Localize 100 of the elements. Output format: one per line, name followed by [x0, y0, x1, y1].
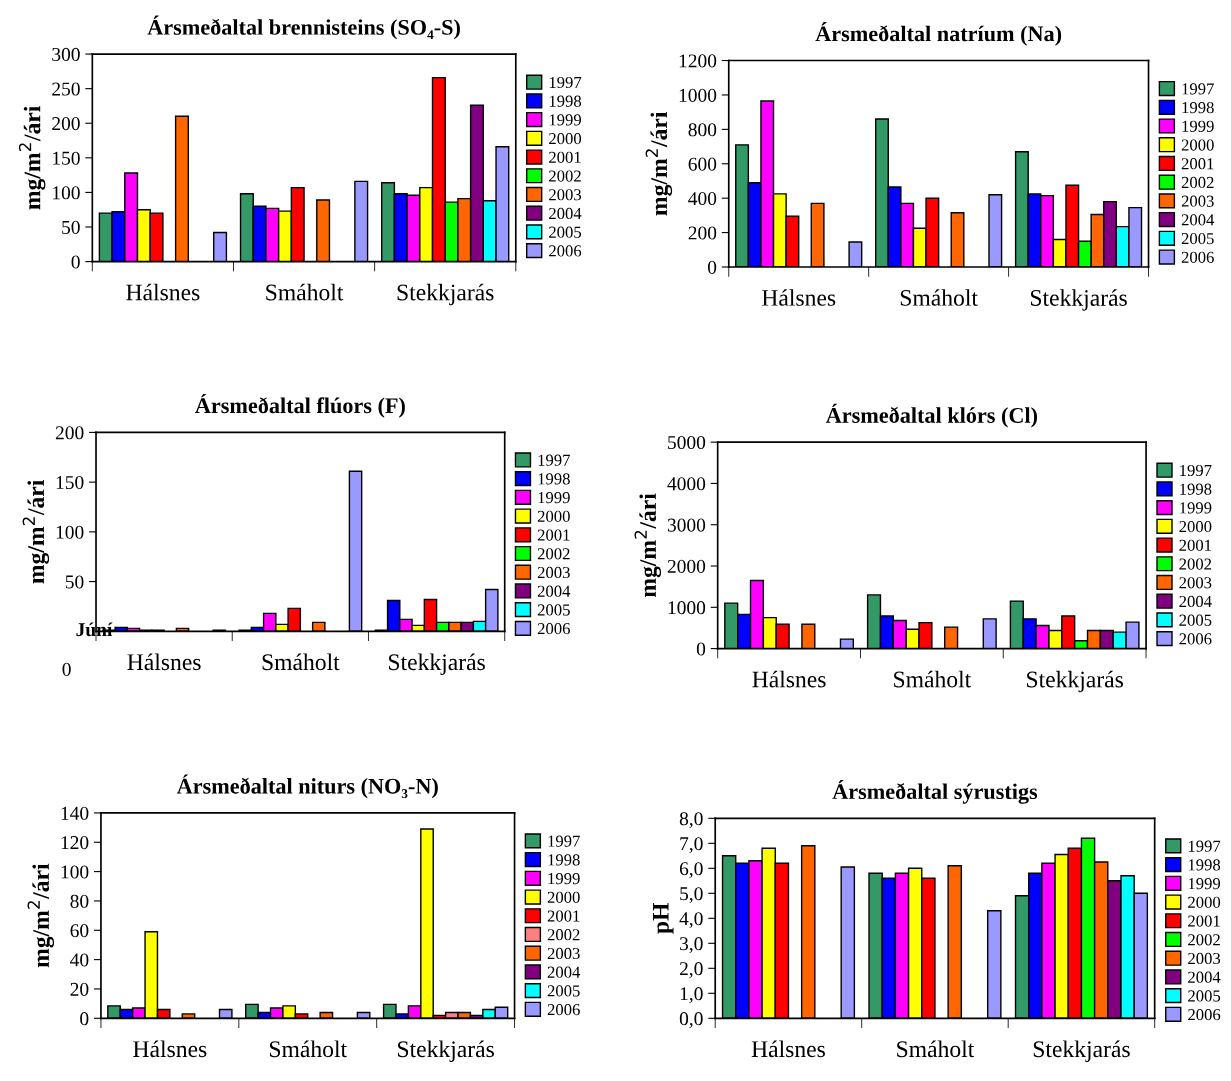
y-axis-title: mg/m$^{2}$/ári — [634, 493, 662, 598]
y-tick-label: 200 — [52, 117, 80, 131]
y-tick-label: 140 — [61, 806, 89, 820]
legend-label: 1998 — [1188, 859, 1221, 871]
y-tick-label: 1000 — [668, 601, 706, 615]
chart-title: Ársmeðaltal flúors (F) — [195, 393, 405, 418]
x-tick-label: Stekkjarás — [389, 653, 485, 675]
y-tick-label: 0 — [80, 1012, 89, 1026]
legend-label: 2001 — [537, 529, 570, 541]
legend-label: 2000 — [1188, 896, 1221, 908]
legend-label: 1997 — [548, 835, 580, 847]
x-tick-label: Stekkjarás — [398, 1040, 494, 1062]
y-tick-label: 100 — [53, 186, 80, 200]
legend-label: 1998 — [1182, 101, 1214, 114]
y-tick-label: 200 — [688, 226, 717, 240]
legend-label: 2005 — [1179, 614, 1212, 626]
legend-label: 1998 — [548, 854, 580, 866]
legend-label: 2004 — [549, 207, 582, 220]
legend-label: 2002 — [1181, 176, 1214, 189]
legend-label: 2006 — [1188, 1009, 1221, 1021]
y-tick-label: 4000 — [667, 477, 706, 491]
y-tick-label: 0,0 — [679, 1012, 703, 1029]
legend-label: 2001 — [1188, 915, 1220, 927]
legend-label: 2002 — [547, 929, 580, 941]
x-tick-label: Hálsnes — [126, 283, 200, 301]
y-tick-label: 40 — [70, 953, 89, 967]
legend-label: 2005 — [537, 604, 570, 616]
y-tick-label: 300 — [52, 47, 80, 61]
legend-label: 2003 — [1181, 195, 1214, 207]
y-tick-label: 150 — [56, 475, 84, 490]
legend-label: 1999 — [1182, 120, 1214, 132]
y-tick-label: 150 — [53, 151, 80, 165]
legend-label: 1999 — [538, 492, 570, 504]
x-tick-label: Stekkjarás — [397, 283, 494, 306]
legend-label: 1998 — [1180, 483, 1212, 495]
x-tick-label: Smáholt — [894, 670, 972, 688]
y-tick-label: 2000 — [667, 559, 706, 573]
legend-label: 2006 — [1181, 251, 1214, 263]
y-tick-label: 0 — [71, 255, 80, 269]
y-tick-label: 60 — [70, 924, 89, 938]
legend-label: 2005 — [549, 226, 582, 238]
y-axis-title: mg/m$^{2}$/ári — [645, 111, 673, 216]
legend-label: 2006 — [537, 623, 570, 635]
legend-label: 2004 — [1179, 595, 1212, 608]
legend-label: 2000 — [1181, 139, 1214, 151]
y-tick-label: 3000 — [667, 518, 706, 532]
legend-label: 1999 — [1180, 502, 1212, 514]
x-tick-label: Hálsnes — [751, 1040, 825, 1058]
legend-label: 1997 — [1180, 464, 1212, 477]
y-axis-title: mg/m$^{2}$/ári — [22, 480, 50, 584]
legend-label: 2001 — [549, 151, 581, 163]
y-tick-label: 8,0 — [679, 812, 703, 829]
legend-label: 2000 — [549, 132, 582, 145]
legend-label: 2002 — [1188, 934, 1220, 946]
legend-label: 2000 — [1179, 520, 1212, 533]
legend-label: 2004 — [1188, 971, 1221, 983]
legend-label: 2001 — [1179, 539, 1212, 551]
y-tick-label: 600 — [688, 157, 717, 171]
legend-label: 2004 — [547, 966, 581, 978]
legend-label: 2001 — [547, 910, 580, 922]
y-tick-label: 120 — [61, 836, 89, 850]
legend-label: 1999 — [549, 114, 582, 126]
legend-label: 2003 — [547, 947, 580, 960]
x-tick-label: Smáholt — [900, 289, 978, 306]
legend-label: 1999 — [548, 873, 580, 885]
x-tick-label: Smáholt — [897, 1040, 975, 1058]
legend-label: 1997 — [538, 454, 570, 466]
y-tick-label: 4,0 — [679, 912, 703, 929]
legend-label: 2005 — [1188, 990, 1221, 1002]
legend-label: 2002 — [537, 548, 570, 560]
legend-label: 2003 — [549, 189, 582, 201]
y-tick-label: 200 — [55, 426, 84, 440]
y-tick-label: 50 — [62, 220, 80, 234]
y-tick-label: 800 — [688, 123, 717, 137]
legend-label: 2004 — [537, 585, 571, 597]
legend-label: 2004 — [1181, 214, 1215, 226]
legend-label: 2003 — [1188, 952, 1221, 965]
y-tick-label: 0 — [707, 260, 717, 274]
y-tick-label: 1,0 — [680, 987, 703, 1004]
legend-label: 2000 — [547, 891, 580, 903]
legend-label: 2002 — [1179, 558, 1212, 570]
chart-title: Ársmeðaltal natríum (Na) — [815, 22, 1062, 46]
legend-label: 2006 — [547, 1003, 580, 1016]
legend-label: 2005 — [1181, 232, 1214, 245]
legend-label: 2005 — [547, 985, 580, 997]
x-tick-label: Smáholt — [262, 653, 340, 671]
legend-label: 2003 — [1179, 577, 1212, 589]
legend-label: 2006 — [549, 245, 582, 257]
chart-title: Ársmeðaltal niturs (NO₃-N) — [176, 774, 438, 799]
legend-label: 1998 — [549, 95, 582, 107]
legend-label: 1999 — [1188, 878, 1221, 890]
legend-label: 2001 — [1181, 158, 1214, 170]
x-tick-label: Smáholt — [269, 1040, 347, 1058]
y-tick-label: 400 — [688, 192, 717, 206]
x-tick-label: Stekkjarás — [1027, 670, 1123, 693]
y-axis-title: mg/m$^{2}$/ári — [27, 863, 55, 968]
y-axis-title: mg/m$^{2}$/ári — [18, 105, 46, 210]
y-tick-label: 5,0 — [680, 887, 703, 904]
y-tick-label: 20 — [70, 982, 89, 996]
legend-label: 2000 — [537, 510, 570, 522]
